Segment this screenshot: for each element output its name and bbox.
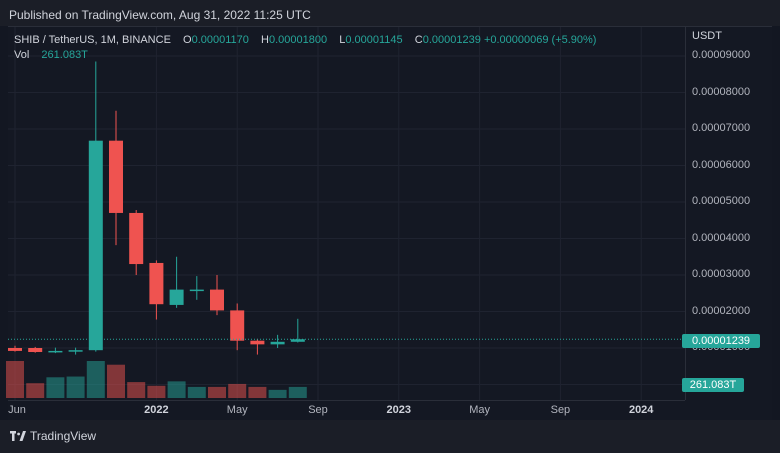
price-tick-label: 0.00003000	[692, 268, 751, 280]
volume-bar	[248, 386, 267, 398]
symbol-label[interactable]: SHIB / TetherUS, 1M, BINANCE	[14, 34, 171, 46]
volume-bar	[208, 386, 226, 398]
time-tick-label: May	[226, 404, 248, 416]
candle-body	[230, 310, 245, 341]
candle-body	[210, 289, 224, 311]
low-value: 0.00001145	[345, 34, 403, 46]
time-tick-label: May	[469, 404, 490, 416]
top-bar: Published on TradingView.com, Aug 31, 20…	[0, 0, 780, 26]
price-tick-label: 0.00007000	[692, 122, 751, 134]
candle-body	[109, 140, 123, 213]
volume-bar	[147, 385, 166, 398]
candle-body	[149, 262, 164, 305]
last-volume-tag: 261.083T	[682, 378, 744, 392]
volume-bar	[86, 361, 105, 398]
volume-value: 261.083T	[41, 49, 88, 61]
volume-bar	[46, 377, 65, 398]
volume-bar	[127, 382, 146, 398]
time-tick-label: Jun	[8, 404, 26, 416]
tradingview-logo-icon	[10, 431, 26, 441]
volume-row: Vol 261.083T	[14, 48, 596, 63]
time-tick-label: 2024	[628, 404, 654, 416]
volume-bar	[228, 383, 247, 398]
candle-body	[68, 350, 83, 352]
candle-body	[8, 348, 22, 351]
time-tick-label: 2022	[144, 404, 169, 416]
volume-bar	[26, 383, 45, 398]
high-label: H	[261, 34, 269, 46]
candle-body	[270, 341, 285, 345]
volume-bar	[6, 361, 24, 398]
price-tick-label: 0.00005000	[692, 195, 751, 207]
candle-body	[48, 350, 63, 353]
ohlc-row: SHIB / TetherUS, 1M, BINANCE O0.00001170…	[14, 33, 596, 48]
candle-body	[250, 340, 265, 345]
close-label: C	[414, 34, 423, 46]
last-price-tag: 0.00001239	[682, 334, 760, 348]
candle-body	[28, 348, 43, 353]
volume-bar	[268, 389, 287, 398]
open-label: O	[183, 34, 192, 46]
candle-body	[290, 339, 305, 342]
brand-name[interactable]: TradingView	[30, 429, 97, 443]
volume-bar	[167, 381, 186, 398]
volume-bar	[187, 386, 206, 398]
change-value: +0.00000069 (+5.90%)	[483, 34, 597, 46]
time-tick-label: 2023	[386, 404, 412, 416]
volume-bar	[66, 376, 85, 398]
candle-body	[88, 140, 103, 351]
high-value: 0.00001800	[268, 34, 328, 46]
volume-label: Vol	[14, 49, 30, 61]
price-tick-label: 0.00008000	[692, 85, 751, 98]
time-tick-label: Sep	[308, 404, 328, 416]
open-value: 0.00001170	[191, 34, 249, 46]
price-tick-label: 0.00006000	[692, 158, 751, 171]
candle-body	[189, 289, 204, 292]
price-tick-label: 0.00009000	[692, 49, 751, 61]
low-label: L	[339, 34, 346, 46]
close-value: 0.00001239	[422, 34, 481, 46]
time-tick-label: Sep	[550, 404, 571, 416]
published-text: Published on TradingView.com, Aug 31, 20…	[9, 8, 311, 22]
candle-body	[169, 289, 184, 305]
price-axis[interactable]	[685, 27, 773, 400]
volume-bar	[288, 386, 307, 398]
volume-bar	[107, 364, 125, 398]
price-tick-label: 0.00002000	[692, 304, 751, 317]
footer-bar: TradingView	[0, 420, 780, 453]
price-tick-label: 0.00004000	[692, 231, 751, 244]
time-axis[interactable]	[8, 400, 685, 421]
axis-unit-label: USDT	[692, 30, 722, 42]
candle-body	[129, 212, 144, 265]
chart-legend: SHIB / TetherUS, 1M, BINANCE O0.00001170…	[14, 33, 596, 63]
